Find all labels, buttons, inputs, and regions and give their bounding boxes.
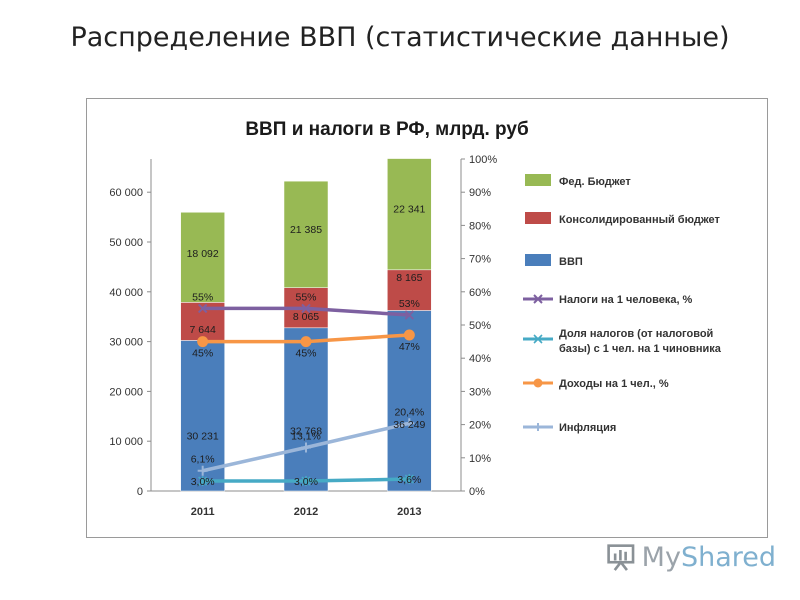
x-tick-label: 2013 xyxy=(397,506,421,518)
bar-data-label: 22 341 xyxy=(393,204,425,216)
bar-data-label: 21 385 xyxy=(290,224,322,236)
bar-segment xyxy=(387,310,432,492)
line-data-label: 3,6% xyxy=(397,474,421,486)
bar-segment xyxy=(387,269,432,311)
watermark: MyShared xyxy=(606,536,776,578)
bar-data-label: 7 644 xyxy=(190,324,216,336)
bar-segment xyxy=(180,212,225,303)
y-tick-label: 50 000 xyxy=(109,237,143,249)
watermark-text-a: My xyxy=(641,541,681,573)
legend-swatch xyxy=(525,254,551,266)
line-point xyxy=(301,303,311,314)
line-point xyxy=(404,418,415,429)
watermark-text-b: Shared xyxy=(680,541,776,573)
legend-label: ВВП xyxy=(559,256,583,268)
y2-tick-label: 100% xyxy=(469,154,497,166)
bar-segment xyxy=(387,158,432,271)
y-tick-label: 0 xyxy=(137,486,143,498)
y2-tick-label: 70% xyxy=(469,254,491,266)
line-data-label: 55% xyxy=(192,291,213,303)
bar-data-label: 8 065 xyxy=(293,311,319,323)
y-tick-label: 40 000 xyxy=(109,287,143,299)
line-data-label: 20,4% xyxy=(394,406,424,418)
legend-label: Доля налогов (от налоговой базы) с 1 чел.… xyxy=(559,328,722,355)
line-data-label: 45% xyxy=(192,348,213,360)
line-point xyxy=(403,329,415,341)
line-data-label: 13,1% xyxy=(291,431,321,443)
legend-marker xyxy=(533,378,543,388)
gdp-tax-chart: ВВП и налоги в РФ, млрд. руб 0 10 000 20 00… xyxy=(109,119,722,518)
bar-data-label: 8 165 xyxy=(396,272,422,284)
line-data-label: 6,1% xyxy=(191,454,215,466)
line-point xyxy=(404,474,414,485)
line-data-label: 3,0% xyxy=(191,476,215,488)
legend-label: Консолидированный бюджет xyxy=(559,214,720,226)
y2-tick-label: 80% xyxy=(469,220,491,232)
line-point xyxy=(197,336,209,348)
legend-label: Фед. Бюджет xyxy=(559,176,631,188)
y2-tick-label: 40% xyxy=(469,353,491,365)
y-tick-label: 60 000 xyxy=(109,187,143,199)
y2-tick-label: 10% xyxy=(469,453,491,465)
legend-marker xyxy=(533,334,543,344)
line-data-label: 55% xyxy=(295,291,316,303)
line-data-label: 3,0% xyxy=(294,476,318,488)
bar-data-label: 18 092 xyxy=(187,248,219,260)
bar-data-label: 32 768 xyxy=(290,426,322,438)
legend-marker xyxy=(534,423,542,431)
legend-label: Налоги на 1 человека, % xyxy=(559,294,693,306)
chart-frame: ВВП и налоги в РФ, млрд. руб 0 10 000 20 00… xyxy=(86,98,768,538)
line-point xyxy=(197,303,208,314)
legend-swatch xyxy=(525,174,551,186)
bar-segment xyxy=(283,180,329,288)
y2-tick-label: 50% xyxy=(469,320,491,332)
x-tick-label: 2011 xyxy=(191,506,215,518)
legend-label: Инфляция xyxy=(559,422,616,434)
bar-data-label: 30 231 xyxy=(187,430,219,442)
y2-tick-label: 20% xyxy=(469,420,491,432)
watermark-text: MyShared xyxy=(642,542,776,573)
legend-swatch xyxy=(525,212,551,224)
line-point xyxy=(300,336,312,348)
line-point xyxy=(404,310,415,320)
line-point xyxy=(301,442,311,453)
y-tick-label: 20 000 xyxy=(109,386,143,398)
y2-tick-label: 0% xyxy=(469,486,485,498)
y2-tick-label: 90% xyxy=(469,187,491,199)
bar-data-label: 36 249 xyxy=(393,419,425,431)
y-tick-label: 10 000 xyxy=(109,436,143,448)
presentation-board-icon xyxy=(607,544,635,571)
y2-tick-label: 30% xyxy=(469,386,491,398)
y2-tick-label: 60% xyxy=(469,287,491,299)
line-point xyxy=(301,476,311,487)
line-data-label: 53% xyxy=(399,298,420,310)
legend-label: Доходы на 1 чел., % xyxy=(559,378,669,390)
slide-title: Распределение ВВП (статистические данные… xyxy=(70,22,730,53)
line-point xyxy=(198,476,208,487)
x-tick-label: 2012 xyxy=(294,506,318,518)
line-data-label: 45% xyxy=(295,348,316,360)
y-tick-label: 30 000 xyxy=(109,337,143,349)
line-data-label: 47% xyxy=(399,341,420,353)
legend-marker xyxy=(533,294,543,304)
chart-title: ВВП и налоги в РФ, млрд. руб xyxy=(245,119,528,140)
line-point xyxy=(197,465,208,476)
